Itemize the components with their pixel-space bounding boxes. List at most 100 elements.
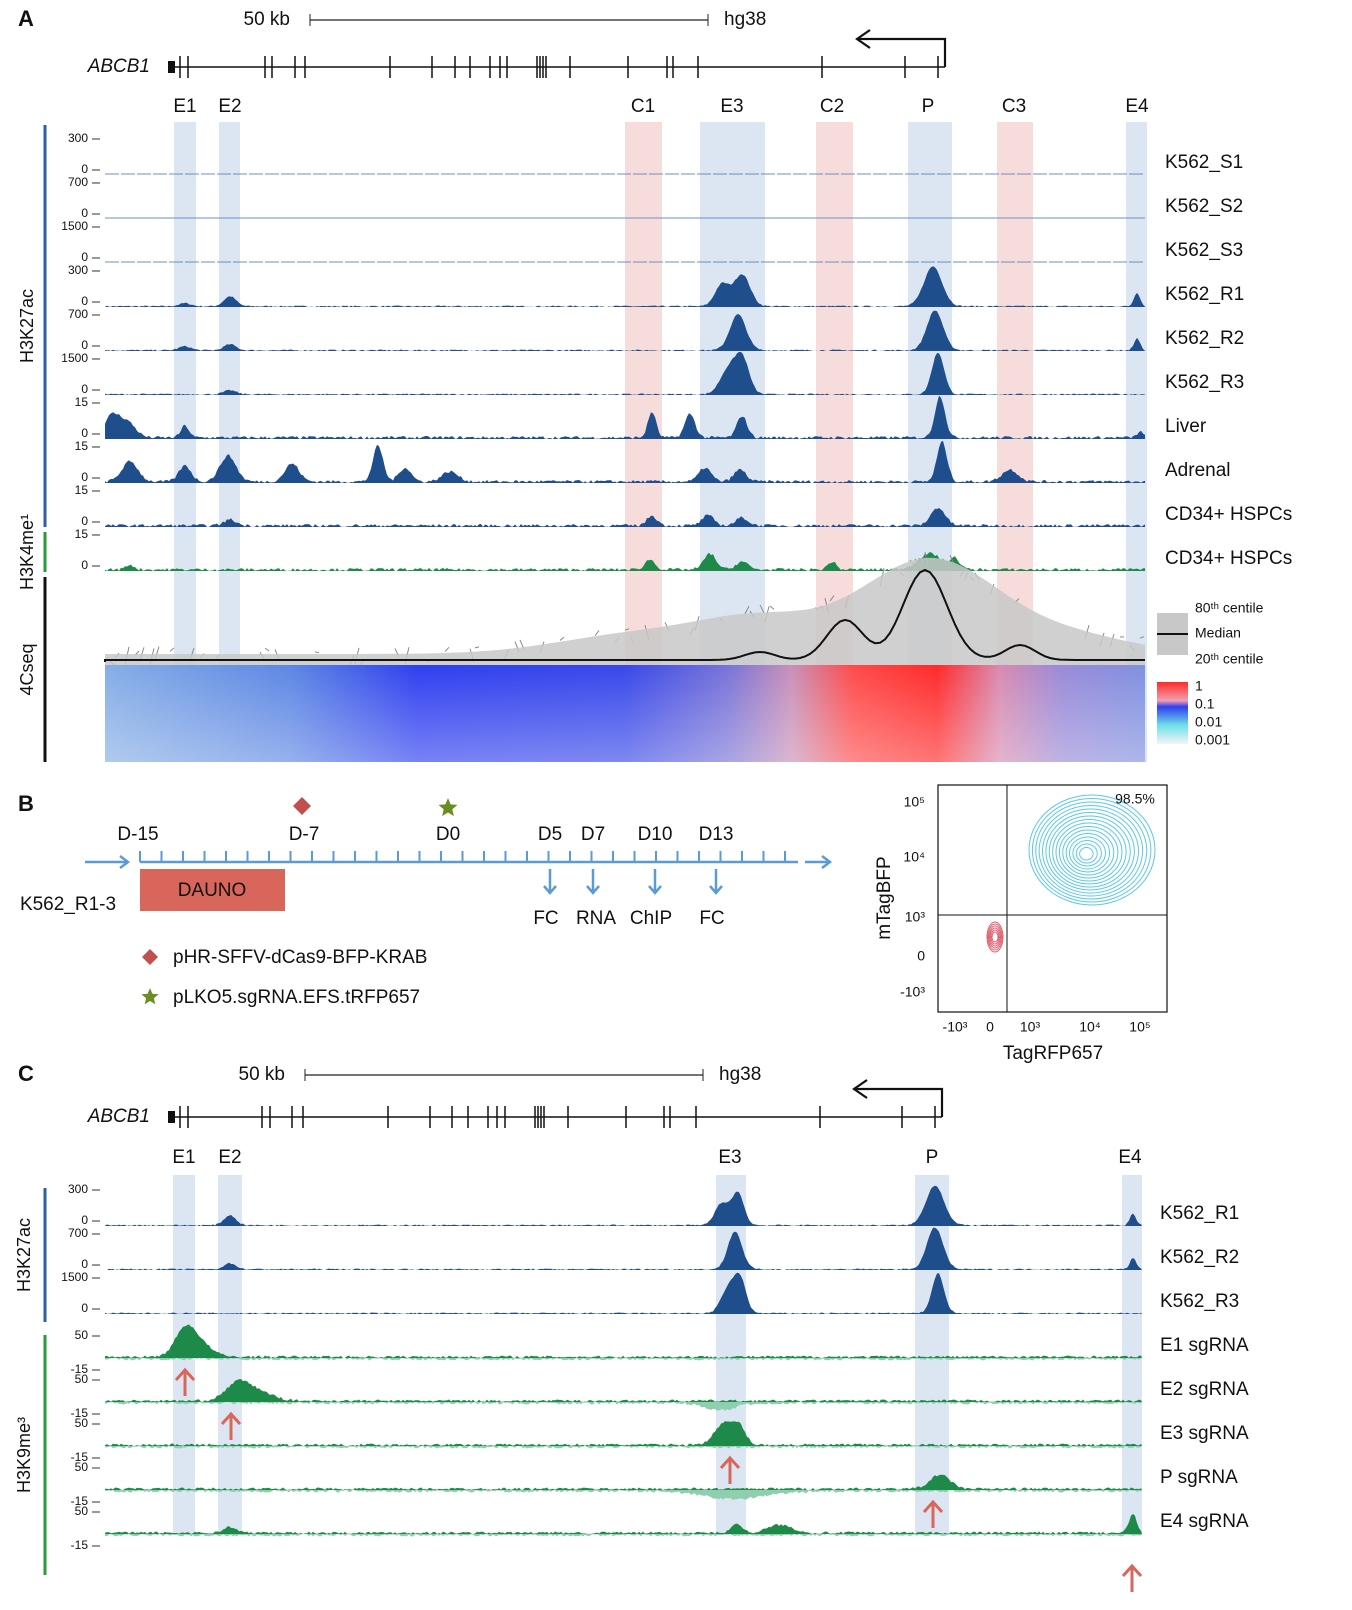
day-label: D5 [538, 824, 562, 845]
axis-title: TagRFP657 [1003, 1043, 1103, 1064]
region-label: E2 [218, 96, 241, 117]
heat-key [1157, 682, 1188, 744]
x-tick-label: 10⁴ [1079, 1019, 1101, 1035]
track-min: 0 [81, 294, 88, 308]
track-min: -15 [71, 1450, 89, 1464]
region-label: P [926, 1147, 939, 1168]
track-name: P sgRNA [1160, 1467, 1238, 1488]
utr [168, 1111, 175, 1123]
x-tick-label: 0 [986, 1019, 994, 1035]
track-max: 50 [75, 1328, 89, 1342]
signal-negative [105, 1446, 1142, 1449]
star [438, 798, 458, 817]
track-name: Adrenal [1165, 460, 1231, 481]
diamond [142, 949, 158, 965]
track-max: 50 [75, 1372, 89, 1386]
x-tick-label: 10⁵ [1129, 1019, 1150, 1035]
treatment-label: DAUNO [178, 880, 247, 901]
region-label: E4 [1118, 1147, 1142, 1168]
track-min: 0 [81, 250, 88, 264]
contour [991, 931, 999, 943]
region-label: E4 [1125, 96, 1149, 117]
mark-label: H3K27ac [17, 289, 37, 363]
track-name: K562_R1 [1165, 284, 1244, 305]
track-min: 0 [81, 558, 88, 572]
assay-label: FC [533, 908, 558, 929]
tss-arrowhead [852, 1079, 868, 1099]
track-name: E2 sgRNA [1160, 1379, 1249, 1400]
track-max: 15 [75, 483, 89, 497]
contour [990, 929, 1000, 945]
track-min: 0 [81, 162, 88, 176]
track-max: 700 [68, 1226, 88, 1240]
y-tick-label: 10⁵ [904, 794, 925, 810]
y-tick-label: 10⁴ [903, 849, 925, 865]
track-name: K562_S1 [1165, 152, 1243, 173]
target-arrow [719, 1455, 741, 1484]
tss-arrow [857, 37, 947, 67]
track-max: 700 [68, 307, 88, 321]
scale-label: 50 kb [239, 1064, 285, 1085]
heat-key-label: 0.01 [1195, 714, 1222, 730]
signal [105, 1324, 1142, 1358]
mark-label: H3K9me³ [14, 1417, 34, 1493]
signal [105, 310, 1145, 351]
signal-negative [105, 1534, 1142, 1537]
signal [105, 1474, 1142, 1490]
track-max: 1500 [61, 1270, 88, 1284]
track-max: 15 [75, 527, 89, 541]
track-max: 50 [75, 1460, 89, 1474]
scale-label: 50 kb [244, 9, 290, 30]
region-shade [174, 122, 196, 762]
median-line [104, 568, 1145, 662]
star [141, 988, 159, 1005]
y-tick-label: 0 [917, 948, 925, 964]
region-label: E1 [172, 1147, 195, 1168]
assay-label: ChIP [630, 908, 672, 929]
region-label: C1 [631, 96, 655, 117]
signal [105, 440, 1145, 483]
track-name: E1 sgRNA [1160, 1335, 1249, 1356]
dot [624, 628, 630, 631]
heatmap-fade [105, 665, 1145, 762]
dot [559, 636, 565, 641]
track-max: 15 [75, 395, 89, 409]
target-arrow [220, 1411, 242, 1440]
track-name: CD34+ HSPCs [1165, 504, 1292, 525]
y-tick-label: 10³ [905, 909, 926, 925]
contour [1038, 805, 1144, 897]
track-name: K562_R2 [1160, 1247, 1239, 1268]
track-name: Liver [1165, 416, 1207, 437]
track-min: 0 [81, 514, 88, 528]
contour [1072, 840, 1102, 867]
track-name: K562_R1 [1160, 1203, 1239, 1224]
region-label: C2 [820, 96, 844, 117]
track-min: 0 [81, 1213, 88, 1227]
assay-label: RNA [576, 908, 616, 929]
contour [1065, 833, 1111, 873]
signal [105, 1513, 1142, 1534]
contour [987, 923, 1003, 951]
heat-key-label: 0.001 [1195, 732, 1230, 748]
track-min: 0 [81, 1301, 88, 1315]
track-name: K562_S3 [1165, 240, 1243, 261]
assay-arrow [543, 869, 557, 895]
treatment-box [140, 869, 285, 911]
contour [1055, 822, 1123, 882]
contour [1042, 808, 1139, 894]
track-max: 300 [68, 1182, 88, 1196]
contour [1031, 798, 1152, 903]
panel-label: C [18, 1061, 34, 1086]
track-max: 300 [68, 131, 88, 145]
track-name: K562_S2 [1165, 196, 1243, 217]
gate-percent: 98.5% [1115, 791, 1155, 807]
assay-label: FC [699, 908, 724, 929]
signal [105, 1379, 1142, 1402]
track-min: 0 [81, 338, 88, 352]
dot [1139, 636, 1145, 639]
track-min: -15 [71, 1362, 89, 1376]
dot [474, 646, 480, 649]
dot [594, 630, 600, 636]
day-label: D13 [699, 824, 734, 845]
